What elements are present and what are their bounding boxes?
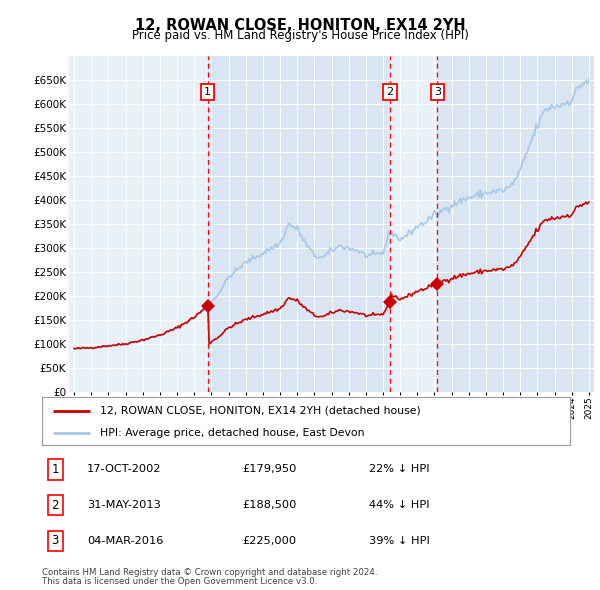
Text: 12, ROWAN CLOSE, HONITON, EX14 2YH: 12, ROWAN CLOSE, HONITON, EX14 2YH bbox=[134, 18, 466, 32]
Bar bbox=[208, 56, 390, 392]
Text: 31-MAY-2013: 31-MAY-2013 bbox=[87, 500, 161, 510]
Text: 2: 2 bbox=[386, 87, 394, 97]
Text: 1: 1 bbox=[204, 87, 211, 97]
Text: HPI: Average price, detached house, East Devon: HPI: Average price, detached house, East… bbox=[100, 428, 365, 438]
Text: 12, ROWAN CLOSE, HONITON, EX14 2YH (detached house): 12, ROWAN CLOSE, HONITON, EX14 2YH (deta… bbox=[100, 405, 421, 415]
Text: 3: 3 bbox=[434, 87, 441, 97]
Bar bbox=[437, 56, 598, 392]
Text: Contains HM Land Registry data © Crown copyright and database right 2024.: Contains HM Land Registry data © Crown c… bbox=[42, 568, 377, 576]
Text: £188,500: £188,500 bbox=[242, 500, 297, 510]
Text: 22% ↓ HPI: 22% ↓ HPI bbox=[370, 464, 430, 474]
Text: 2: 2 bbox=[52, 499, 59, 512]
Text: 1: 1 bbox=[52, 463, 59, 476]
Text: Price paid vs. HM Land Registry's House Price Index (HPI): Price paid vs. HM Land Registry's House … bbox=[131, 30, 469, 42]
Text: 04-MAR-2016: 04-MAR-2016 bbox=[87, 536, 163, 546]
Text: £225,000: £225,000 bbox=[242, 536, 297, 546]
Text: £179,950: £179,950 bbox=[242, 464, 297, 474]
Text: 3: 3 bbox=[52, 535, 59, 548]
Text: 39% ↓ HPI: 39% ↓ HPI bbox=[370, 536, 430, 546]
Text: This data is licensed under the Open Government Licence v3.0.: This data is licensed under the Open Gov… bbox=[42, 577, 317, 586]
Text: 44% ↓ HPI: 44% ↓ HPI bbox=[370, 500, 430, 510]
Text: 17-OCT-2002: 17-OCT-2002 bbox=[87, 464, 161, 474]
Bar bbox=[390, 56, 437, 392]
